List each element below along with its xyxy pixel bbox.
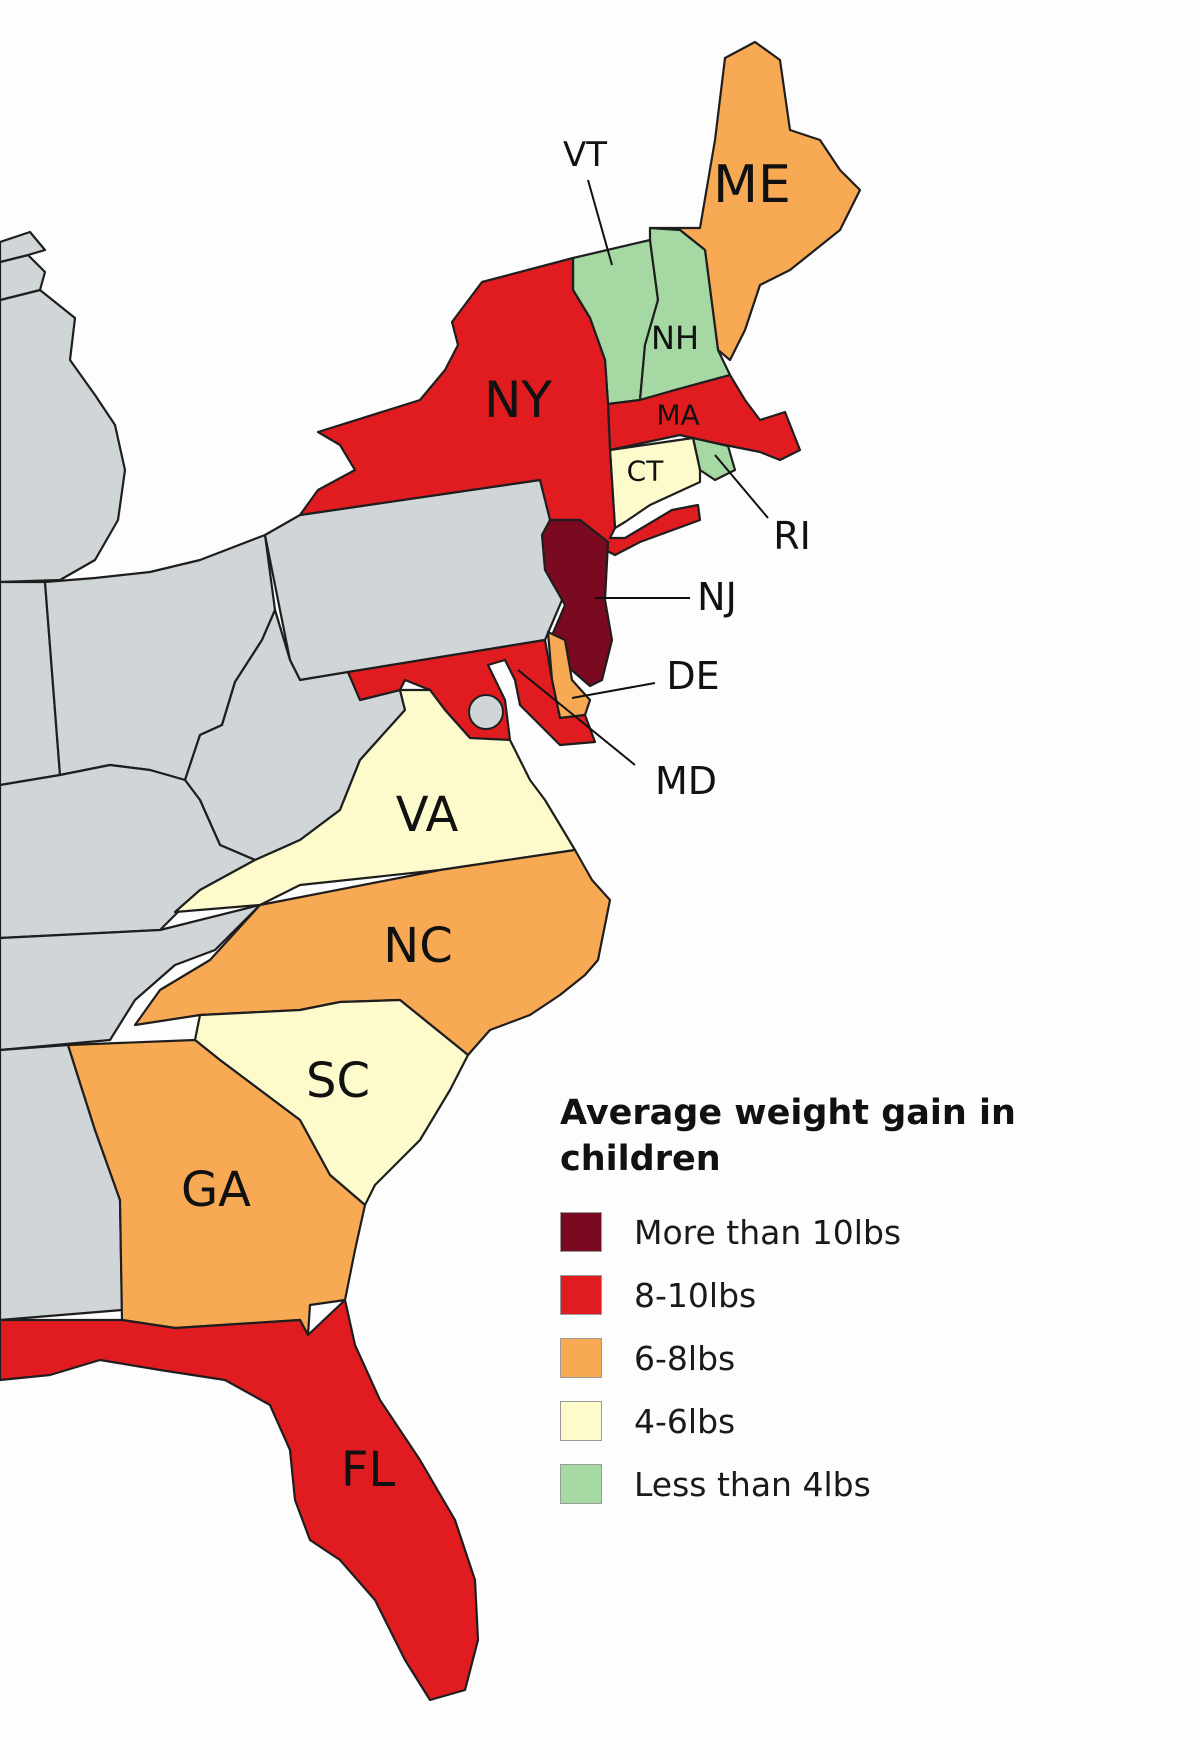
state-michigan-north (0, 230, 47, 264)
state-FL (0, 1298, 480, 1702)
label-VT: VT (563, 135, 607, 175)
state-NY (298, 256, 702, 557)
legend-item: 6-8lbs (560, 1338, 1120, 1378)
legend-item: More than 10lbs (560, 1212, 1120, 1252)
legend-title: Average weight gain in children (560, 1093, 1016, 1179)
leader-lines (517, 179, 769, 766)
state-labels: VT ME NH NY MA CT RI NJ DE MD VA NC SC G… (181, 135, 811, 1498)
legend-swatch (560, 1338, 602, 1378)
legend-swatch (560, 1275, 602, 1315)
leader-line-ri (714, 454, 769, 519)
state-MD (346, 638, 597, 747)
legend-item: 4-6lbs (560, 1401, 1120, 1441)
state-MA (606, 373, 802, 462)
leader-line-md (517, 669, 636, 766)
legend-label: 4-6lbs (634, 1401, 736, 1441)
legend-label: More than 10lbs (634, 1212, 902, 1252)
state-michigan (0, 288, 127, 584)
state-VA (173, 688, 577, 914)
label-FL: FL (341, 1442, 396, 1498)
state-NC (133, 848, 612, 1057)
leader-line-de (571, 682, 656, 699)
label-VA: VA (396, 787, 459, 843)
label-NY: NY (484, 371, 552, 429)
label-ME: ME (713, 155, 791, 215)
legend: Average weight gain in children More tha… (560, 1090, 1120, 1527)
data-states (0, 40, 862, 1702)
legend-label: 6-8lbs (634, 1338, 736, 1378)
label-MD: MD (655, 759, 717, 803)
legend-label: 8-10lbs (634, 1275, 757, 1315)
label-NJ: NJ (697, 575, 737, 619)
washington-dc-marker (468, 694, 504, 730)
label-NC: NC (383, 918, 452, 974)
label-RI: RI (773, 514, 811, 558)
legend-swatch (560, 1401, 602, 1441)
label-GA: GA (181, 1162, 251, 1218)
label-CT: CT (627, 455, 665, 488)
label-NH: NH (651, 319, 699, 357)
legend-label: Less than 4lbs (634, 1464, 871, 1504)
legend-item: Less than 4lbs (560, 1464, 1120, 1504)
legend-swatch (560, 1464, 602, 1504)
legend-swatch (560, 1212, 602, 1252)
label-DE: DE (666, 654, 719, 698)
leader-line-vt (587, 179, 613, 266)
legend-item: 8-10lbs (560, 1275, 1120, 1315)
state-CT (608, 436, 702, 530)
label-MA: MA (656, 399, 699, 432)
label-SC: SC (306, 1053, 370, 1109)
